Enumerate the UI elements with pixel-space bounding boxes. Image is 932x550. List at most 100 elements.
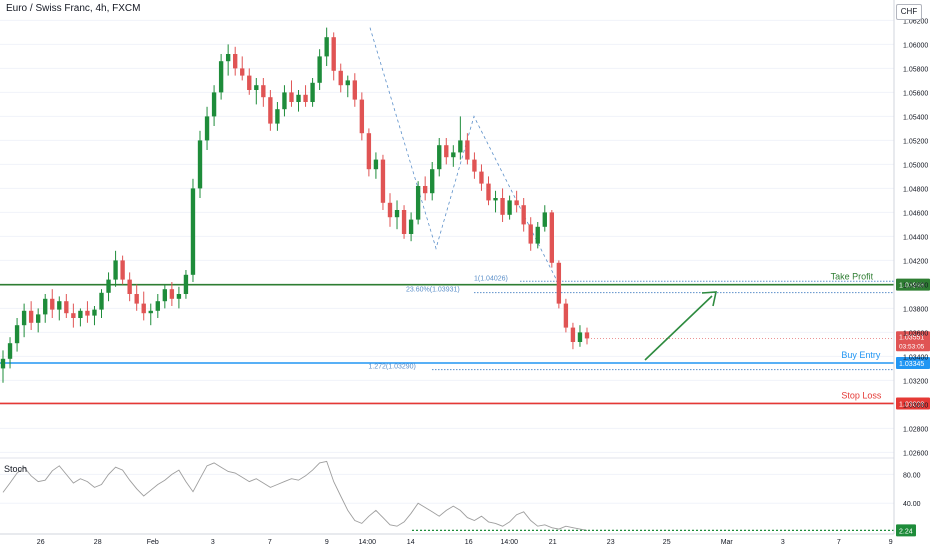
candle-body	[7, 343, 13, 359]
currency-button[interactable]: CHF	[896, 4, 922, 20]
time-tick-label: 16	[465, 539, 473, 546]
candle-body	[507, 200, 512, 215]
stoch-tick-label: 40.00	[903, 501, 921, 508]
time-tick-label: 7	[268, 539, 272, 546]
time-tick-label: Feb	[147, 539, 159, 546]
time-tick-label: Mar	[721, 539, 734, 546]
price-tick-label: 1.03000	[903, 402, 928, 409]
current-price-text: 1.03551	[899, 334, 924, 341]
time-tick-label: 3	[211, 539, 215, 546]
candle-body	[28, 310, 34, 323]
candle-body	[479, 171, 484, 184]
candle-body	[401, 210, 407, 234]
candle-body	[99, 292, 104, 310]
fib-label: 1.272(1.03290)	[368, 364, 415, 371]
candle-body	[444, 145, 449, 158]
time-tick-label: 9	[325, 539, 329, 546]
level-price-text: 1.03345	[899, 361, 924, 368]
candle-body	[380, 159, 386, 203]
candle-body	[64, 301, 69, 314]
level-label: Buy Entry	[841, 350, 881, 360]
time-tick-label: 14:00	[359, 539, 377, 546]
candle-body	[127, 279, 132, 294]
price-tick-label: 1.04000	[903, 282, 928, 289]
levels: Take Profit 1.03998 Buy Entry 1.03345 Stop L…	[0, 272, 930, 410]
candle-body	[183, 274, 189, 294]
candle-body	[78, 310, 83, 318]
level-label: Take Profit	[831, 272, 874, 282]
price-tick-label: 1.05400	[903, 114, 928, 121]
candle-body	[254, 85, 259, 90]
candle-body	[577, 332, 583, 342]
chart-title: Euro / Swiss Franc, 4h, FXCM	[6, 3, 141, 14]
candle-body	[570, 327, 576, 342]
price-tick-label: 1.06200	[903, 18, 928, 25]
candle-body	[148, 310, 153, 314]
time-tick-label: 7	[837, 539, 841, 546]
candle-body	[35, 314, 41, 323]
candle-body	[50, 298, 55, 310]
candle-body	[331, 37, 336, 71]
grid	[0, 19, 894, 453]
candle-body	[247, 75, 252, 90]
countdown-text: 03:53:05	[899, 343, 925, 350]
candle-body	[14, 325, 20, 344]
price-tick-label: 1.04600	[903, 210, 928, 217]
candle-body	[563, 303, 569, 328]
candle-body	[155, 301, 160, 311]
price-tick-label: 1.02800	[903, 426, 928, 433]
price-tick-label: 1.03600	[903, 330, 928, 337]
candle-body	[472, 159, 477, 172]
price-tick-label: 1.04400	[903, 234, 928, 241]
level-label: Stop Loss	[841, 390, 882, 400]
price-tick-label: 1.05800	[903, 66, 928, 73]
candle-body	[71, 313, 76, 318]
candle-body	[359, 99, 365, 134]
candle-body	[289, 92, 294, 102]
candle-body	[373, 159, 379, 170]
time-tick-label: 14:00	[501, 539, 519, 546]
level-price-tag	[896, 278, 930, 291]
candle-body	[261, 85, 266, 98]
stoch-tick-label: 80.00	[903, 472, 921, 479]
stoch-value-text: 2.24	[899, 528, 913, 535]
candle-body	[345, 80, 350, 86]
level-price-tag	[896, 397, 930, 410]
candle-body	[233, 54, 238, 69]
candle-body	[387, 202, 393, 218]
time-tick-label: 23	[607, 539, 615, 546]
candle-body	[584, 332, 590, 339]
stoch-label: Stoch	[4, 464, 28, 474]
candle-body	[317, 56, 322, 83]
candle-body	[366, 133, 372, 170]
candle-body	[535, 226, 540, 244]
candle-body	[134, 294, 139, 304]
candle-body	[169, 289, 175, 299]
fib-label: 1(1.04026)	[474, 275, 508, 282]
fib-label: 23.60%(1.03931)	[406, 287, 460, 294]
candle-body	[458, 140, 463, 153]
price-tick-label: 1.03400	[903, 354, 928, 361]
candle-body	[408, 219, 414, 234]
price-tick-label: 1.05600	[903, 90, 928, 97]
price-tick-label: 1.06000	[903, 42, 928, 49]
candle-body	[120, 260, 125, 280]
candle-body	[394, 210, 400, 218]
candle-body	[324, 37, 329, 57]
projection-arrow	[644, 291, 718, 361]
candle-body	[500, 198, 505, 215]
candle-body	[197, 140, 203, 189]
price-tick-label: 1.03200	[903, 378, 928, 385]
candle-body	[528, 224, 533, 244]
candle-body	[162, 289, 168, 302]
level-price-text: 1.03008	[899, 401, 924, 408]
time-tick-label: 9	[889, 539, 893, 546]
time-tick-label: 28	[94, 539, 102, 546]
arrow-head	[701, 291, 718, 307]
candle-body	[176, 294, 182, 299]
price-tick-label: 1.04800	[903, 186, 928, 193]
candle-body	[514, 200, 519, 206]
candle-body	[21, 310, 27, 326]
